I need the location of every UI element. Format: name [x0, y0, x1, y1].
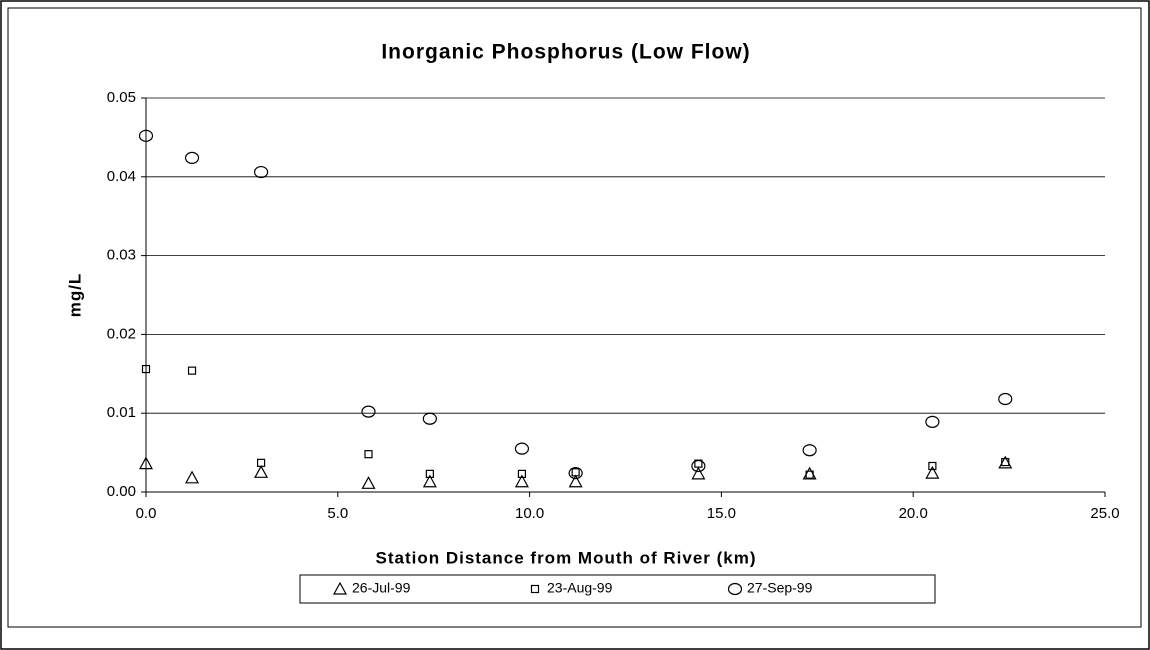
marker-triangle	[691, 466, 706, 480]
marker-circle	[727, 582, 743, 596]
marker-square	[187, 366, 197, 375]
y-tick-label: 0.04	[107, 168, 136, 185]
x-tick-label: 20.0	[899, 505, 928, 522]
marker-triangle	[138, 456, 154, 470]
marker-square	[571, 468, 580, 477]
y-axis-title: mg/L	[65, 273, 84, 318]
marker-circle	[568, 466, 583, 480]
marker-circle	[422, 412, 437, 425]
chart-title: Inorganic Phosphorus (Low Flow)	[381, 41, 750, 64]
marker-square	[517, 469, 527, 478]
marker-square	[425, 469, 434, 478]
legend-text: 27-Sep-99	[747, 580, 813, 596]
y-tick-label: 0.02	[107, 325, 136, 342]
marker-square	[141, 364, 151, 374]
marker-square	[928, 461, 937, 471]
x-tick-label: 15.0	[707, 505, 736, 522]
x-axis-title: Station Distance from Mouth of River (km…	[375, 548, 756, 567]
chart-frame	[7, 7, 1142, 628]
marker-triangle	[332, 581, 348, 595]
marker-square	[364, 450, 373, 459]
legend-text: 26-Jul-99	[352, 580, 411, 596]
y-tick-label: 0.05	[107, 89, 136, 106]
marker-circle	[138, 129, 154, 142]
y-tick-label: 0.00	[107, 483, 136, 500]
marker-triangle	[185, 470, 200, 484]
marker-triangle	[925, 465, 940, 479]
legend-box	[299, 574, 936, 604]
marker-circle	[691, 459, 706, 473]
x-tick-label: 25.0	[1090, 505, 1119, 522]
marker-triangle	[802, 466, 817, 480]
x-tick-label: 0.0	[136, 505, 157, 522]
y-tick-label: 0.01	[107, 404, 136, 421]
legend-text: 23-Aug-99	[547, 580, 613, 596]
marker-square	[1001, 457, 1010, 467]
marker-triangle	[514, 474, 529, 488]
x-tick-label: 10.0	[515, 505, 544, 522]
marker-circle	[998, 392, 1013, 406]
x-tick-label: 5.0	[327, 505, 348, 522]
marker-square	[530, 584, 540, 594]
marker-circle	[253, 165, 269, 179]
marker-circle	[361, 405, 376, 418]
marker-circle	[514, 442, 530, 455]
marker-triangle	[254, 465, 269, 478]
marker-square	[805, 470, 814, 479]
marker-circle	[184, 151, 200, 164]
marker-triangle	[568, 474, 583, 488]
marker-circle	[925, 415, 940, 428]
marker-triangle	[422, 474, 437, 488]
y-tick-label: 0.03	[107, 247, 136, 264]
marker-square	[256, 458, 266, 467]
marker-triangle	[361, 476, 376, 489]
marker-circle	[802, 444, 817, 457]
